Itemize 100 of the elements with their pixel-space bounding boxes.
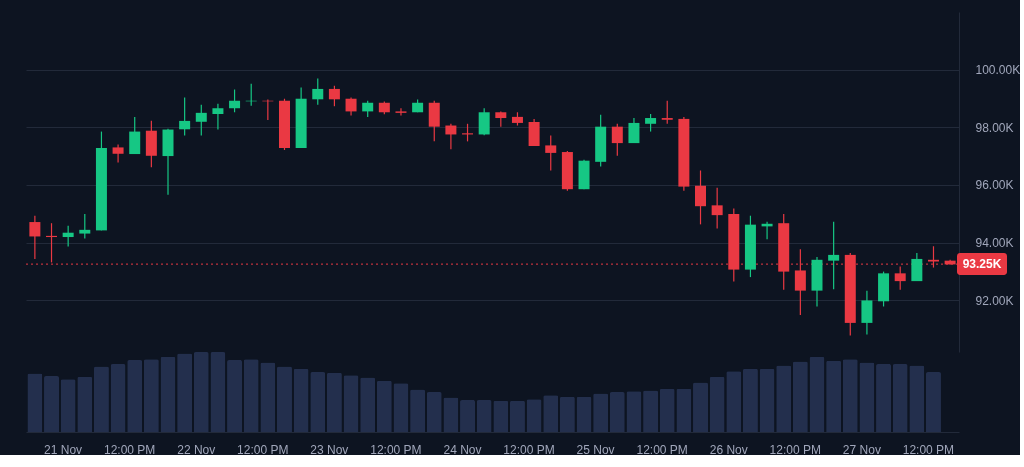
candlestick [828,221,840,290]
bar [859,362,875,432]
x-tick-label: 12:00 PM [237,442,289,457]
bar [393,383,409,432]
bar [759,368,775,432]
bar [27,373,43,432]
bar [276,366,292,432]
bar [476,400,492,432]
candlestick [195,104,207,137]
bar [693,382,709,432]
candlestick [395,107,407,117]
x-tick-label: 24 Nov [443,442,482,457]
bar [742,368,758,432]
bar [60,379,76,432]
bar [44,376,60,432]
candlestick [478,107,490,136]
x-tick-label: 21 Nov [44,442,83,457]
bar [609,392,625,432]
x-tick-label: 26 Nov [709,442,748,457]
bar [110,364,126,432]
bar [676,388,692,432]
bar [410,389,426,432]
candlestick [62,225,74,248]
y-tick-label: 100.00K [975,63,1021,78]
bar [876,364,892,432]
bar [177,353,193,432]
candlestick [628,117,640,144]
bar [143,359,159,432]
bar [826,360,842,432]
ref-line-label: 93.25K [962,257,1002,272]
bar [709,376,725,432]
bar [509,400,525,432]
bar [809,356,825,432]
x-tick-label: 12:00 PM [103,442,156,457]
bar [559,396,575,432]
candlestick [445,123,457,150]
x-tick-label: 12:00 PM [769,442,821,457]
bar [643,390,659,432]
bar [460,400,476,432]
candlestick [328,85,340,107]
candlestick [545,135,557,172]
candlestick [528,118,540,147]
candlestick [229,88,241,113]
bar [293,368,309,432]
candlestick [29,215,41,260]
bar [127,360,143,432]
candlestick [861,290,873,336]
candlestick [129,116,141,155]
bar [892,364,908,432]
candlestick [711,187,723,229]
x-tick-label: 12:00 PM [503,442,555,457]
bar [493,400,509,432]
candlestick [695,169,707,225]
bar [77,376,93,432]
candlestick [112,143,124,164]
bar [426,392,442,432]
x-tick-label: 22 Nov [177,442,216,457]
bar [726,371,742,432]
bar [842,359,858,432]
bar [659,388,675,432]
candlestick [661,100,673,125]
bar [376,380,392,432]
bar [593,393,609,432]
bar [243,359,259,432]
bar [443,397,459,432]
bar [210,352,226,432]
bar [160,356,176,432]
bar [227,360,243,432]
candlestick [179,96,191,137]
candlestick [428,100,440,142]
bar [925,372,941,432]
x-tick-label: 12:00 PM [370,442,422,457]
x-tick-label: 12:00 PM [902,442,955,457]
bar [626,391,642,432]
x-tick-label: 25 Nov [576,442,615,457]
bar [343,375,359,432]
bar [792,361,808,432]
x-tick-label: 27 Nov [842,442,881,457]
y-tick-label: 96.00K [975,178,1014,193]
y-tick-label: 92.00K [975,293,1014,308]
bar [93,366,109,432]
bar [526,399,542,432]
bar [909,365,925,432]
bar [360,377,376,432]
bar [776,365,792,432]
x-tick-label: 12:00 PM [636,442,688,457]
bar [260,362,276,432]
candlestick [611,123,623,157]
candlestick [79,213,91,240]
candlestick [212,103,224,131]
candlestick [894,265,906,291]
y-tick-label: 94.00K [975,236,1014,251]
bar [310,372,326,432]
bar [193,352,209,432]
x-tick-label: 23 Nov [310,442,349,457]
bar [543,395,559,432]
candlestick [312,77,324,106]
candlestick [911,252,923,282]
y-tick-label: 98.00K [975,120,1014,135]
bar [326,372,342,432]
